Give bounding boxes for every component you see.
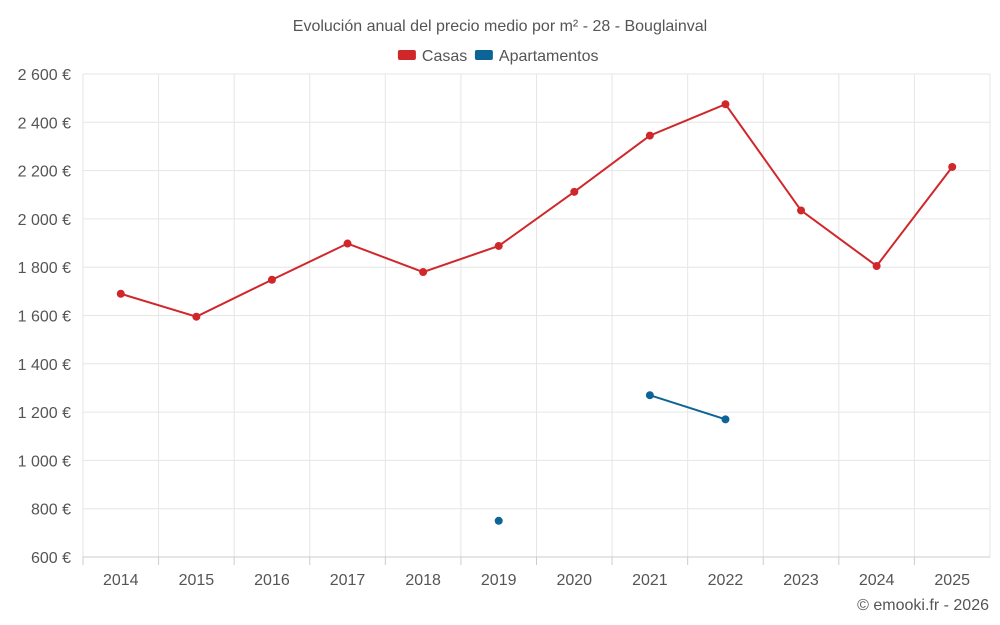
data-point-casas[interactable]: [116, 289, 125, 298]
x-tick-label: 2014: [103, 572, 139, 589]
y-tick-label: 1 800 €: [18, 260, 71, 277]
legend-label: Casas: [422, 48, 467, 65]
series-layer: [116, 100, 957, 525]
data-point-casas[interactable]: [721, 100, 730, 109]
x-tick-label: 2023: [783, 572, 819, 589]
x-tick-label: 2017: [330, 572, 366, 589]
data-point-casas[interactable]: [872, 261, 881, 270]
data-point-casas[interactable]: [419, 268, 428, 277]
credit-text: © emooki.fr - 2026: [857, 597, 989, 614]
data-point-apartamentos[interactable]: [645, 391, 654, 400]
legend-item-casas[interactable]: Casas: [397, 48, 467, 65]
data-point-apartamentos[interactable]: [494, 516, 503, 525]
x-tick-label: 2019: [481, 572, 517, 589]
data-point-casas[interactable]: [494, 241, 503, 250]
legend-label: Apartamentos: [499, 48, 599, 65]
data-point-casas[interactable]: [343, 239, 352, 248]
x-tick-label: 2020: [556, 572, 592, 589]
legend-swatch: [397, 50, 416, 60]
data-point-casas[interactable]: [948, 162, 957, 171]
y-tick-label: 2 600 €: [18, 67, 71, 84]
y-tick-label: 2 400 €: [18, 115, 71, 132]
y-tick-label: 600 €: [31, 550, 71, 567]
data-point-casas[interactable]: [645, 131, 654, 140]
legend-swatch: [474, 50, 493, 60]
y-tick-label: 2 000 €: [18, 212, 71, 229]
y-tick-label: 800 €: [31, 502, 71, 519]
series-line-casas: [120, 102, 954, 318]
x-tick-label: 2025: [934, 572, 970, 589]
x-tick-label: 2024: [859, 572, 895, 589]
data-point-casas[interactable]: [797, 206, 806, 215]
axes: 600 € 800 € 1 000 € 1 200 € 1 400 € 1 600 € 1 …: [18, 67, 990, 589]
legend-item-apartamentos[interactable]: Apartamentos: [474, 48, 599, 65]
legend: Casas Apartamentos: [397, 48, 599, 65]
x-tick-label: 2021: [632, 572, 668, 589]
data-point-casas[interactable]: [570, 187, 579, 196]
y-tick-label: 1 400 €: [18, 357, 71, 374]
y-tick-label: 1 200 €: [18, 405, 71, 422]
y-tick-label: 1 600 €: [18, 309, 71, 326]
x-tick-label: 2016: [254, 572, 290, 589]
series-line-apartamentos: [649, 394, 726, 421]
grid: [82, 73, 991, 557]
x-tick-label: 2022: [708, 572, 744, 589]
x-tick-label: 2018: [405, 572, 441, 589]
x-tick-label: 2015: [179, 572, 215, 589]
data-point-casas[interactable]: [267, 275, 276, 284]
data-point-casas[interactable]: [192, 312, 201, 321]
chart-title: Evolución anual del precio medio por m² …: [293, 18, 707, 35]
y-tick-label: 2 200 €: [18, 164, 71, 181]
y-tick-label: 1 000 €: [18, 453, 71, 470]
data-point-apartamentos[interactable]: [721, 415, 730, 424]
